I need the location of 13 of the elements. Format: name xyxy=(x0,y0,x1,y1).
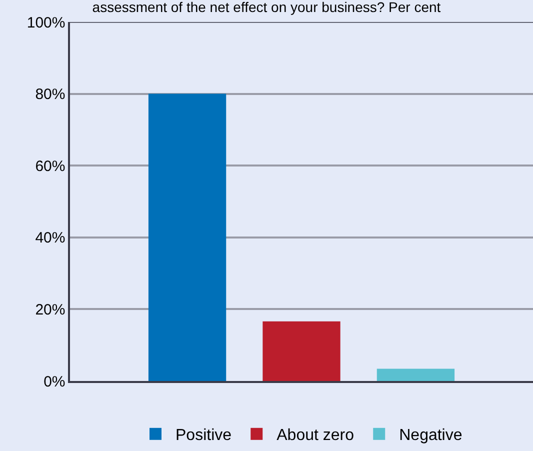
bar xyxy=(262,321,340,381)
y-tick-label: 20% xyxy=(35,301,66,318)
y-tick-label: 100% xyxy=(26,14,66,32)
y-tick-label: 80% xyxy=(35,86,66,104)
chart-title: assessment of the net effect on your business? Per cent xyxy=(92,0,441,16)
y-tick-label: 40% xyxy=(35,230,66,247)
bar xyxy=(148,94,226,381)
y-tick-label: 0% xyxy=(44,373,66,390)
legend-label: Positive xyxy=(176,427,232,444)
y-tick-label: 60% xyxy=(35,158,66,175)
legend-label: About zero xyxy=(276,427,354,444)
bar xyxy=(376,368,455,381)
legend-label: Negative xyxy=(399,427,462,444)
